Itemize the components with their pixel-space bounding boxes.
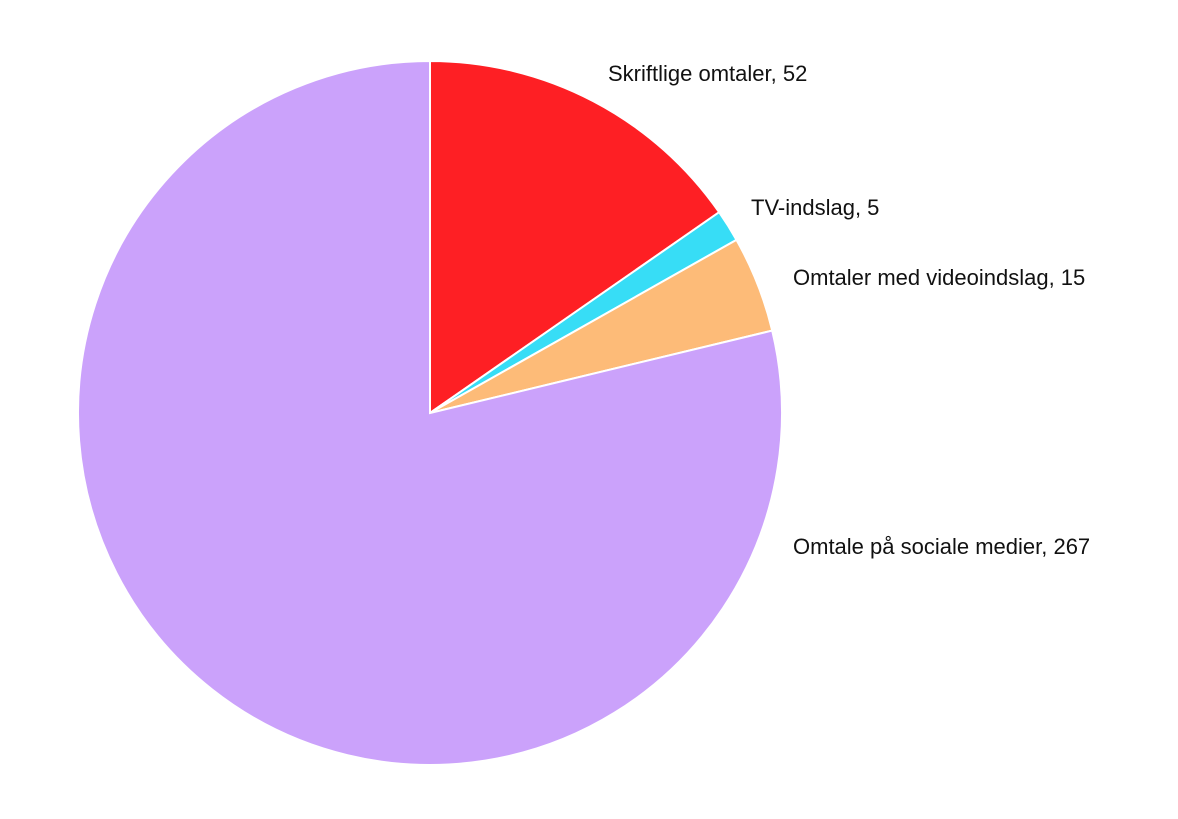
data-label: Omtaler med videoindslag, 15 [793,265,1085,290]
pie-slice [429,59,721,415]
data-label: Skriftlige omtaler, 52 [608,61,807,86]
pie-slice [77,59,783,766]
data-label: TV-indslag, 5 [751,195,879,220]
data-label: Omtale på sociale medier, 267 [793,534,1090,559]
